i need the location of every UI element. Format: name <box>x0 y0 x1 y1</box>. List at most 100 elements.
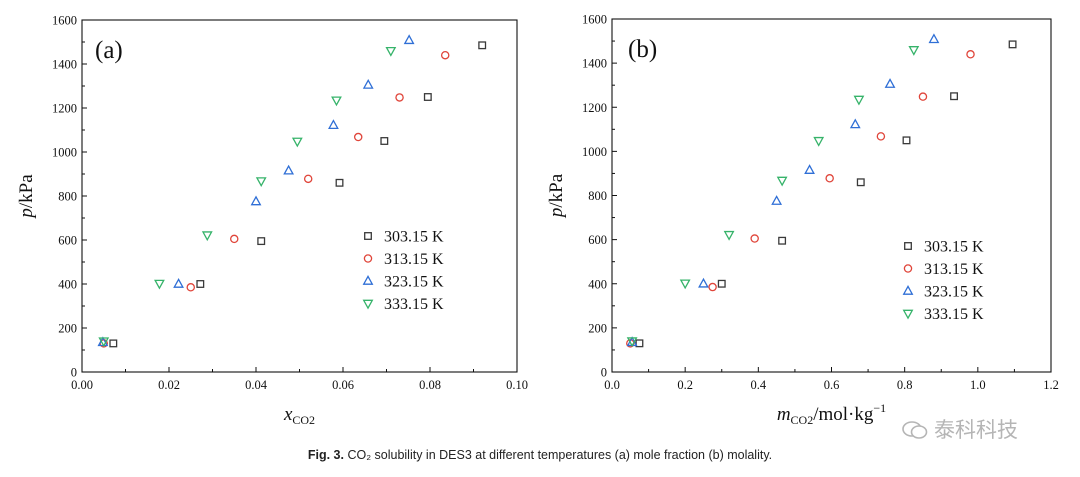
legend-label: 333.15 K <box>924 306 984 323</box>
data-point <box>331 96 342 107</box>
data-point <box>201 231 213 242</box>
y-tick-label: 800 <box>58 190 77 204</box>
data-point <box>303 174 313 184</box>
legend-marker <box>363 254 373 263</box>
data-point <box>856 178 865 187</box>
watermark: 泰科科技 <box>902 414 1018 444</box>
panel-label: (a) <box>95 37 123 64</box>
plot-frame <box>611 18 1052 373</box>
data-point <box>109 339 118 348</box>
legend-marker <box>903 264 913 273</box>
legend-marker <box>364 232 372 240</box>
data-point <box>229 234 239 244</box>
x-tick-label: 0.2 <box>677 378 693 392</box>
wechat-icon <box>902 421 928 439</box>
data-point <box>335 178 344 187</box>
legend-marker <box>902 285 914 295</box>
legend-label: 303.15 K <box>924 239 984 256</box>
data-point <box>849 118 861 129</box>
data-point <box>255 177 267 187</box>
y-tick-label: 0 <box>71 366 77 380</box>
x-tick-label: 0.6 <box>824 378 840 392</box>
watermark-text: 泰科科技 <box>934 418 1018 442</box>
y-tick-label: 600 <box>58 234 77 248</box>
y-tick-label: 800 <box>588 189 607 203</box>
data-point <box>423 93 432 101</box>
data-point <box>804 164 815 174</box>
chart-panel-b: 0.0 0.2 0.4 0.6 0.8 1.0 1.2 0 200 400 600 800 1000 12… <box>546 13 1059 428</box>
y-tick-label: 200 <box>58 322 77 336</box>
legend-marker <box>902 309 914 320</box>
x-axis-label: xCO2 <box>283 404 315 427</box>
y-axis-label: p/kPa <box>16 174 37 220</box>
data-point <box>825 174 834 183</box>
legend-entry: 303.15 K <box>904 239 984 256</box>
legend-label: 333.15 K <box>384 296 444 313</box>
data-point <box>98 337 110 348</box>
x-tick-label: 0.10 <box>506 378 528 392</box>
data-point <box>196 280 205 288</box>
data-point <box>154 279 165 290</box>
data-point <box>884 78 896 88</box>
data-point <box>723 230 735 241</box>
legend-marker <box>362 275 374 285</box>
data-point <box>395 93 404 102</box>
data-point <box>186 283 195 292</box>
data-point <box>717 279 726 288</box>
data-point <box>291 137 303 148</box>
x-tick-label: 0.8 <box>897 378 913 392</box>
data-point <box>635 339 644 348</box>
x-tick-label: 0.04 <box>245 378 268 392</box>
data-point <box>328 119 339 130</box>
y-tick-label: 1000 <box>582 145 607 159</box>
data-point <box>698 277 709 288</box>
data-point <box>771 195 783 205</box>
series-30315K <box>109 41 487 348</box>
data-point <box>778 236 787 245</box>
legend-entry: 323.15 K <box>902 284 984 301</box>
y-tick-label: 1400 <box>582 57 607 71</box>
data-point <box>440 50 450 60</box>
data-point <box>902 136 911 145</box>
data-point <box>966 50 975 59</box>
data-point <box>853 95 865 106</box>
series-32315K <box>626 33 940 347</box>
x-tick-label: 0.02 <box>158 378 180 392</box>
data-point <box>403 34 415 45</box>
x-tick-label: 0.08 <box>419 378 441 392</box>
x-tick-label: 1.0 <box>970 378 986 392</box>
legend-label: 313.15 K <box>384 251 444 268</box>
y-tick-label: 1200 <box>52 102 77 116</box>
data-point <box>380 137 389 145</box>
series-33315K <box>626 46 920 348</box>
legend-marker <box>904 242 912 250</box>
legend-label: 313.15 K <box>924 261 984 278</box>
y-tick-label: 1400 <box>52 58 77 72</box>
legend-label: 323.15 K <box>384 274 444 291</box>
panel-label: (b) <box>628 36 657 63</box>
data-point <box>1008 40 1017 49</box>
data-point <box>813 136 825 147</box>
data-point <box>385 46 397 57</box>
x-tick-label: 0.06 <box>332 378 354 392</box>
y-tick-label: 1000 <box>52 146 77 160</box>
x-tick-label: 0.4 <box>751 378 767 392</box>
x-tick-label: 0.00 <box>71 378 93 392</box>
data-point <box>478 41 487 50</box>
chart-panel-a: 0.00 0.02 0.04 0.06 0.08 0.10 0 200 400 600 800 100… <box>16 14 528 428</box>
y-tick-label: 1200 <box>582 101 607 115</box>
y-tick-label: 0 <box>601 366 607 380</box>
data-point <box>876 132 886 141</box>
data-point <box>950 92 959 101</box>
data-point <box>362 78 374 89</box>
data-point <box>257 237 266 246</box>
data-point <box>776 176 788 187</box>
x-tick-label: 0.0 <box>604 378 620 392</box>
plot-frame <box>81 19 518 373</box>
series-33315K <box>98 46 397 348</box>
y-tick-label: 400 <box>588 277 607 291</box>
data-point <box>928 33 940 44</box>
caption-text: CO₂ solubility in DES3 at different temp… <box>343 448 773 462</box>
legend-label: 303.15 K <box>384 229 444 246</box>
data-point <box>750 234 759 243</box>
